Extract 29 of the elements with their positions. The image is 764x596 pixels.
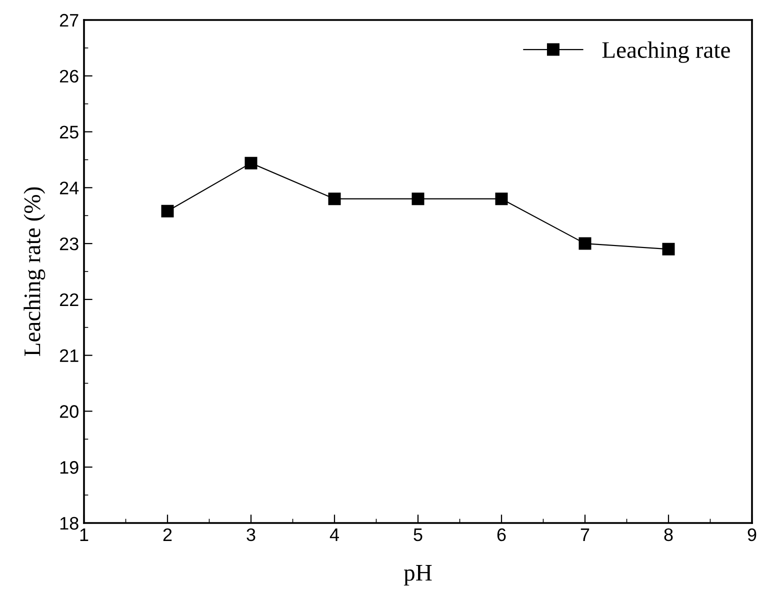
y-tick-label: 21	[60, 349, 78, 362]
x-tick-label: 6	[497, 528, 506, 542]
y-tick-label: 20	[60, 405, 78, 418]
point	[578, 237, 592, 250]
y-tick-label: 27	[60, 14, 78, 27]
point	[328, 192, 341, 206]
y-tick-label: 22	[60, 293, 78, 306]
x-tick-label: 8	[664, 528, 673, 542]
x-tick-label: 3	[246, 528, 256, 542]
x-axis-title: pH	[404, 565, 432, 586]
x-tick-label: 4	[330, 528, 339, 541]
point	[662, 242, 675, 256]
y-tick-label: 25	[60, 126, 78, 138]
legend-label: Leaching rate	[602, 41, 730, 63]
y-tick-label: 26	[60, 70, 78, 83]
x-tick-label: 1	[80, 528, 88, 541]
y-tick-label: 23	[60, 237, 78, 250]
y-axis-title: Leaching rate (%)	[24, 187, 46, 356]
point	[412, 192, 424, 206]
x-tick-label: 7	[580, 528, 590, 541]
point	[244, 156, 258, 170]
y-tick-label: 24	[60, 182, 79, 194]
point	[161, 204, 174, 218]
y-tick-label: 19	[60, 461, 78, 474]
point	[495, 192, 508, 206]
x-tick-label: 2	[163, 528, 172, 541]
x-tick-label: 9	[748, 528, 756, 542]
y-tick-label: 18	[60, 516, 78, 530]
x-tick-label: 5	[414, 528, 422, 542]
